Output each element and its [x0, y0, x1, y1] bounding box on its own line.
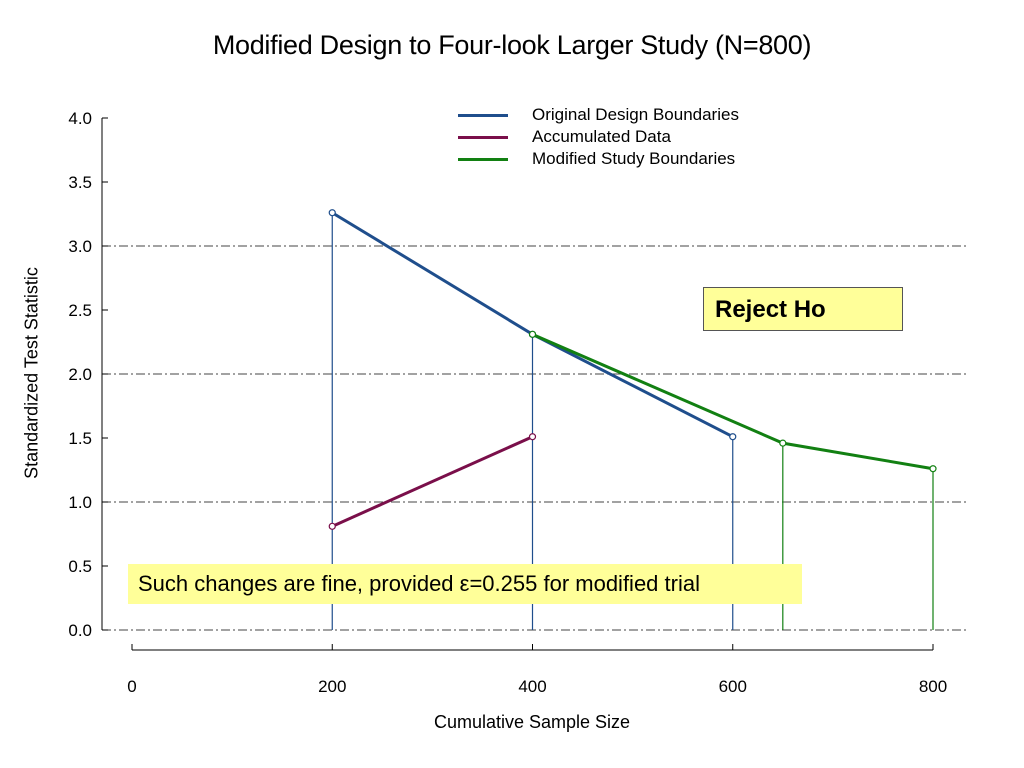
y-tick-label-5: 2.5 [68, 301, 92, 320]
y-tick-label-2: 1.0 [68, 493, 92, 512]
legend-item-accumulated: Accumulated Data [458, 126, 739, 148]
series-point-modified-study-boundaries-1 [779, 439, 787, 447]
y-tick-label-4: 2.0 [68, 365, 92, 384]
series-line-accumulated-data [331, 435, 534, 528]
series-point-original-design-boundaries-2 [729, 433, 737, 441]
y-tick-label-0: 0.0 [68, 621, 92, 640]
series-point-original-design-boundaries-0 [328, 209, 336, 217]
legend-label-accumulated: Accumulated Data [532, 127, 671, 146]
legend: Original Design Boundaries Accumulated D… [458, 104, 739, 170]
x-tick-label-1: 200 [318, 677, 346, 696]
modification-note-annotation: Such changes are fine, provided ε=0.255 … [128, 564, 802, 604]
legend-label-original: Original Design Boundaries [532, 105, 739, 124]
reject-ho-annotation: Reject Ho [703, 287, 903, 331]
series-point-accumulated-data-1 [528, 433, 537, 441]
x-tick-label-2: 400 [518, 677, 546, 696]
y-tick-label-7: 3.5 [68, 173, 92, 192]
x-axis-label: Cumulative Sample Size [433, 712, 631, 732]
series-point-modified-study-boundaries-0 [528, 330, 537, 338]
y-tick-label-1: 0.5 [68, 557, 92, 576]
legend-swatch-modified [458, 157, 508, 161]
x-tick-label-3: 600 [719, 677, 747, 696]
y-tick-label-6: 3.0 [68, 237, 92, 256]
x-tick-label-4: 800 [919, 677, 947, 696]
y-axis-label: Standardized Test Statistic [21, 267, 42, 479]
series-point-accumulated-data-0 [328, 522, 336, 530]
y-tick-label-3: 1.5 [68, 429, 92, 448]
y-tick-label-8: 4.0 [68, 109, 92, 128]
legend-item-modified: Modified Study Boundaries [458, 148, 739, 170]
legend-swatch-accumulated [458, 135, 508, 139]
chart-title: Modified Design to Four-look Larger Stud… [212, 30, 812, 60]
series-point-modified-study-boundaries-2 [929, 465, 937, 473]
legend-label-modified: Modified Study Boundaries [532, 149, 736, 168]
legend-swatch-original [458, 113, 508, 117]
legend-item-original: Original Design Boundaries [458, 104, 739, 126]
x-tick-label-0: 0 [127, 677, 136, 696]
